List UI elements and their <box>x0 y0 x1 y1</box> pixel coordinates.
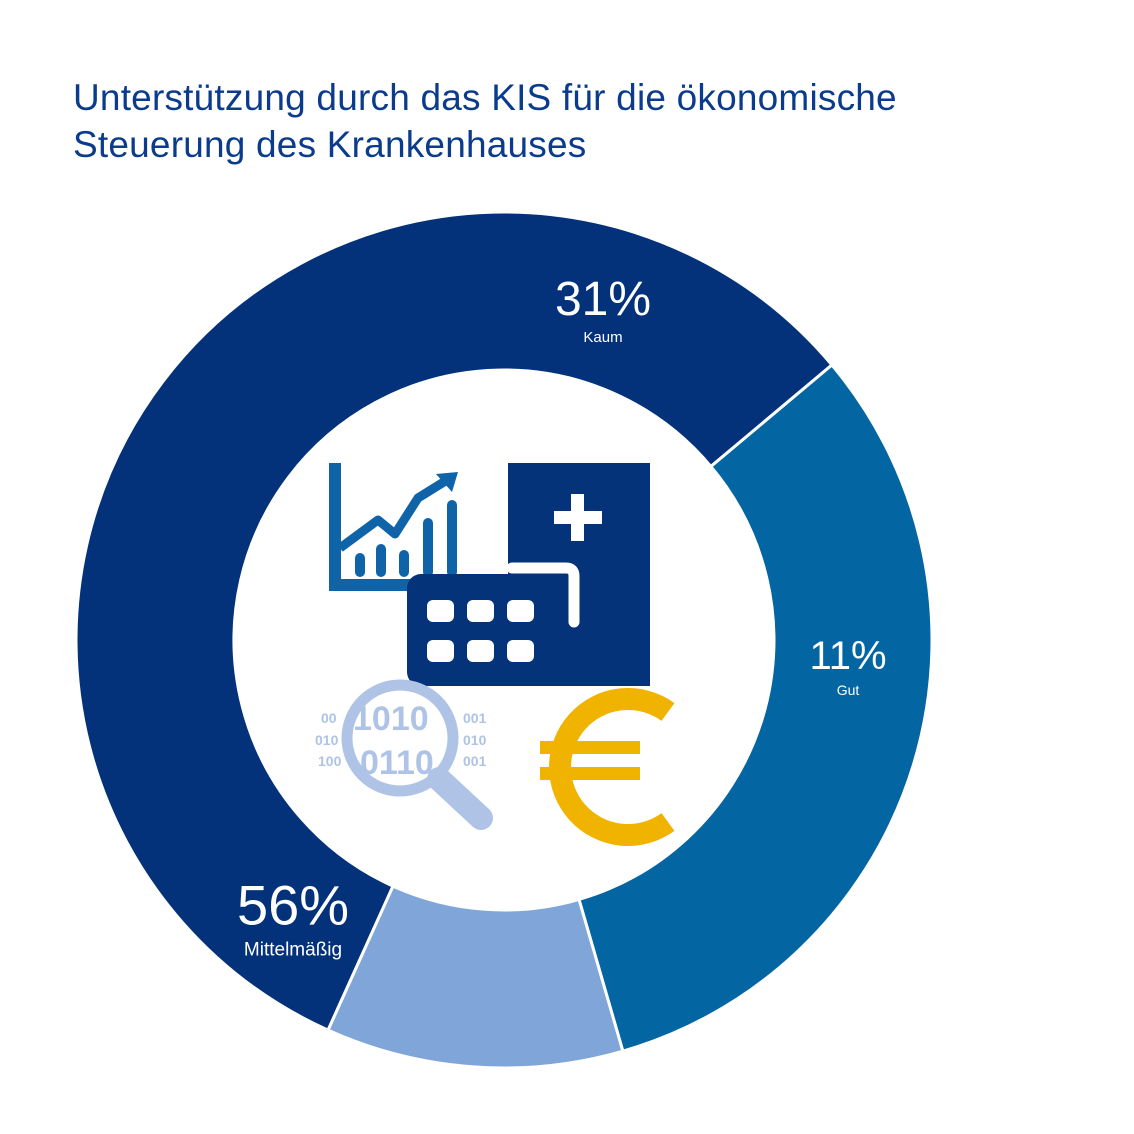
svg-text:010: 010 <box>463 732 487 748</box>
svg-text:010: 010 <box>315 732 339 748</box>
svg-text:001: 001 <box>463 753 487 769</box>
donut-slice-kaum <box>577 362 934 1054</box>
slice-label-mittelmäßig: Mittelmäßig <box>244 940 342 961</box>
slice-label-gut: Gut <box>837 682 860 698</box>
svg-text:1010: 1010 <box>353 700 429 738</box>
svg-text:001: 001 <box>463 710 487 726</box>
svg-text:0110: 0110 <box>360 744 434 782</box>
chart-title-line-2: Steuerung des Krankenhauses <box>73 124 587 165</box>
chart-title: Unterstützung durch das KIS für die ökon… <box>73 74 1093 168</box>
slice-value-gut: 11% <box>809 634 886 678</box>
hospital-building-icon <box>407 463 650 686</box>
slice-label-kaum: Kaum <box>583 329 622 346</box>
donut-slices <box>74 210 934 1070</box>
chart-title-line-1: Unterstützung durch das KIS für die ökon… <box>73 77 897 118</box>
svg-text:100: 100 <box>318 753 342 769</box>
bar-chart-trend-icon <box>329 463 459 591</box>
donut-labels: 31% Kaum 11% Gut 56% Mittelmäßig <box>237 273 887 961</box>
svg-text:00: 00 <box>321 710 337 726</box>
euro-icon <box>540 688 675 846</box>
slice-value-kaum: 31% <box>555 273 651 326</box>
slice-value-mittelmäßig: 56% <box>237 874 349 937</box>
center-illustration: 00 010 100 001 010 001 1010 0110 <box>315 463 675 846</box>
magnifier-binary-data-icon: 00 010 100 001 010 001 1010 0110 <box>315 679 493 830</box>
donut-slice-mittelmäßig <box>74 210 834 1033</box>
